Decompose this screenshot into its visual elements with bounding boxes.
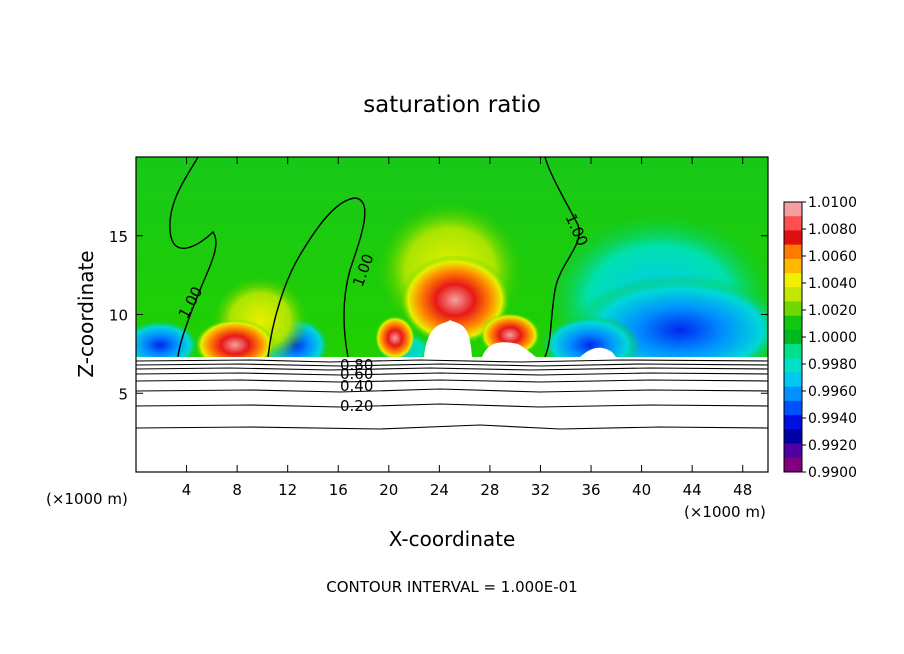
colorbar-swatch	[784, 386, 802, 402]
colorbar-swatch	[784, 415, 802, 430]
contour-label: 0.20	[340, 397, 373, 415]
colorbar-swatch	[784, 301, 802, 317]
saturation-field	[136, 157, 768, 357]
y-tick-label: 10	[109, 307, 128, 325]
colorbar-swatch	[784, 273, 802, 288]
lower-region	[136, 357, 768, 472]
x-tick-label: 36	[581, 481, 600, 499]
y-tick-label: 5	[118, 385, 128, 403]
colorbar-swatch	[784, 258, 802, 274]
contour-line	[267, 197, 366, 358]
colorbar-label: 0.9960	[808, 384, 857, 400]
x-tick-label: 16	[329, 481, 348, 499]
y-axis: 5 10 15	[109, 228, 768, 403]
colorbar-swatch	[784, 202, 802, 217]
contour-line	[135, 359, 769, 363]
contour-line	[135, 372, 769, 376]
x-tick-label: 8	[232, 481, 242, 499]
contour-line	[169, 156, 217, 358]
x-tick-label: 12	[278, 481, 297, 499]
colorbar-swatch	[784, 230, 802, 246]
contour-line	[135, 379, 769, 383]
colorbar-label: 1.0060	[808, 249, 857, 265]
y-axis-label: Z-coordinate	[74, 250, 98, 377]
colorbar-swatch	[784, 443, 802, 459]
x-unit-left: (×1000 m)	[46, 490, 128, 508]
colorbar-swatch	[784, 244, 802, 260]
contour-label: 0.40	[340, 377, 373, 395]
colorbar-label: 1.0020	[808, 303, 857, 319]
colorbar-label: 1.0040	[808, 276, 857, 292]
x-tick-label: 20	[379, 481, 398, 499]
colorbar-swatch	[784, 372, 802, 388]
colorbar-swatch	[784, 216, 802, 231]
colorbar: 1.0100 1.0080 1.0060 1.0040 1.0020 1.0000 0.99…	[783, 195, 857, 481]
colorbar-swatch	[784, 329, 802, 345]
colorbar-swatch	[784, 315, 802, 331]
colorbar-label: 1.0000	[808, 330, 857, 346]
colorbar-swatch	[784, 344, 802, 359]
colorbar-label: 0.9940	[808, 411, 857, 427]
colorbar-swatch	[784, 358, 802, 374]
contour-lines-upper	[169, 156, 580, 358]
y-tick-label: 15	[109, 228, 128, 246]
contour-lines-lower	[135, 359, 769, 430]
contour-line	[135, 403, 769, 408]
contour-line	[544, 156, 580, 358]
x-tick-label: 48	[733, 481, 752, 499]
contour-line	[135, 424, 769, 430]
x-tick-label: 24	[430, 481, 449, 499]
contour-line	[135, 363, 769, 367]
x-axis: 4 8 12 16 20 24 28 32 36 40 44 48	[182, 157, 752, 499]
colorbar-label: 1.0100	[808, 195, 857, 211]
contour-label: 0.80	[340, 356, 373, 374]
contour-line	[135, 367, 769, 371]
x-unit-right: (×1000 m)	[684, 503, 766, 521]
contour-labels-lower: 0.80 0.60 0.40 0.20	[340, 356, 373, 415]
colorbar-swatch	[784, 457, 802, 473]
colorbar-swatch	[784, 400, 802, 416]
x-tick-label: 4	[182, 481, 192, 499]
colorbar-swatch	[784, 287, 802, 302]
colorbar-label: 0.9980	[808, 357, 857, 373]
x-tick-label: 32	[531, 481, 550, 499]
x-tick-label: 44	[683, 481, 702, 499]
colorbar-label: 0.9900	[808, 465, 857, 481]
contour-line	[135, 388, 769, 393]
x-tick-label: 40	[632, 481, 651, 499]
contour-label: 0.60	[340, 365, 373, 383]
colorbar-label: 1.0080	[808, 222, 857, 238]
x-tick-label: 28	[480, 481, 499, 499]
footer-note: CONTOUR INTERVAL = 1.000E-01	[326, 578, 577, 596]
chart-title: saturation ratio	[363, 92, 541, 118]
x-axis-label: X-coordinate	[389, 527, 516, 551]
colorbar-label: 0.9920	[808, 438, 857, 454]
colorbar-swatch	[784, 429, 802, 445]
